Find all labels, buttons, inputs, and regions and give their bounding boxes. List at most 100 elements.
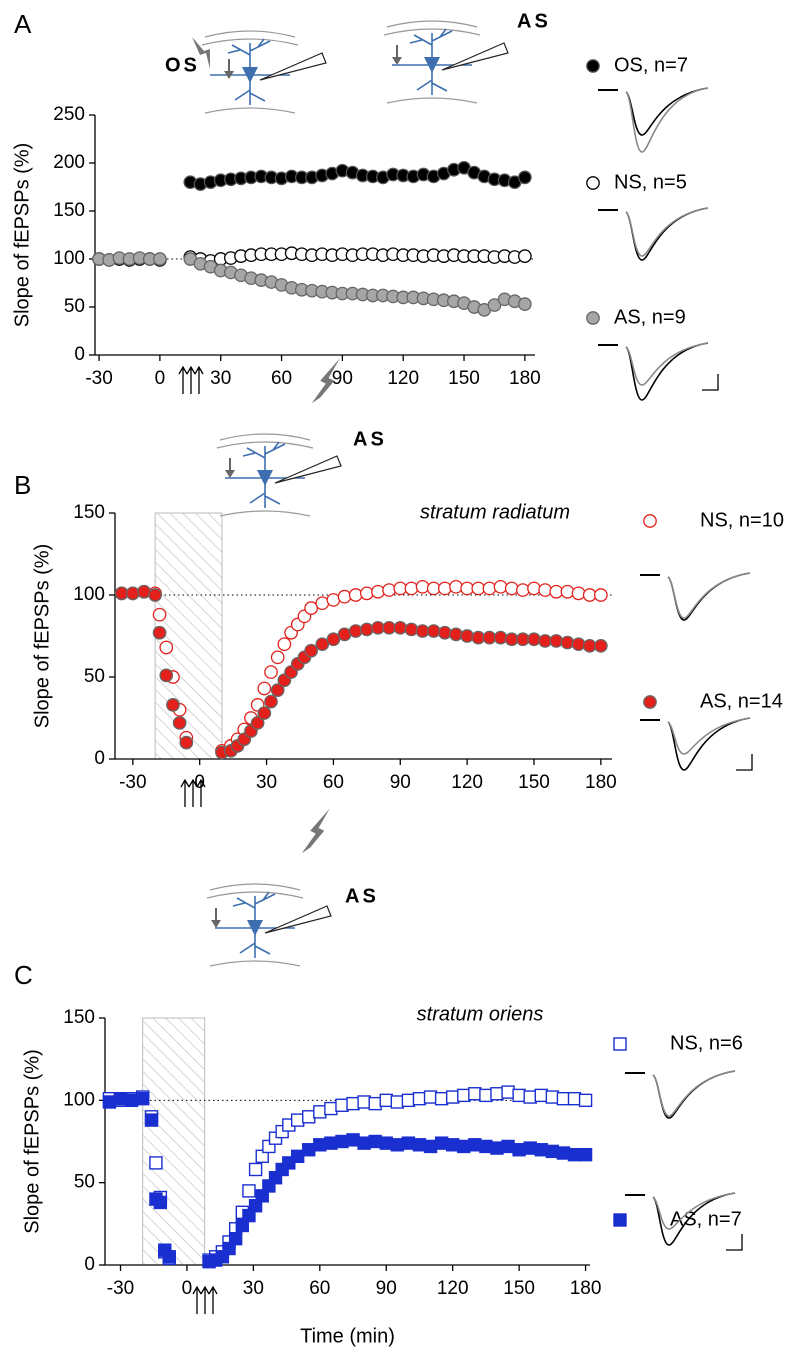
trace-inset (625, 1192, 736, 1246)
data-point (371, 584, 385, 599)
neuron-schematic (383, 20, 509, 104)
legend-label: OS, n=7 (614, 54, 688, 76)
y-tick-label: 0 (84, 1254, 95, 1275)
data-point (277, 637, 292, 652)
trace (625, 87, 709, 136)
legend-label: AS, n=9 (614, 306, 686, 328)
trace-inset (640, 717, 751, 771)
stimulus-arrow (196, 778, 206, 807)
data-point (379, 1136, 393, 1150)
stimulus-arrow (192, 1285, 202, 1314)
data-point (445, 1090, 460, 1104)
data-point (501, 1139, 515, 1154)
x-tick-label: 90 (390, 772, 411, 793)
x-tick-label: 150 (503, 1278, 535, 1299)
data-point (102, 1095, 117, 1109)
data-point (594, 638, 608, 653)
x-axis-label: Time (min) (300, 1325, 395, 1347)
data-point (152, 625, 167, 640)
data-point (468, 1087, 482, 1101)
x-tick-label: 90 (332, 368, 353, 389)
data-point (594, 588, 608, 602)
annotation: stratum radiatum (420, 501, 570, 523)
trace (625, 207, 709, 257)
layer-line (201, 30, 299, 114)
y-tick-label: 50 (84, 666, 105, 687)
stimulus-arrow (194, 365, 204, 394)
x-tick-label: 180 (509, 368, 541, 389)
data-point (348, 624, 363, 638)
data-point (556, 1146, 571, 1160)
y-tick-label: 0 (94, 748, 105, 769)
panel-letter: C (14, 960, 33, 990)
data-point (359, 586, 374, 601)
neuron-schematic (206, 808, 332, 967)
data-point (135, 1091, 150, 1106)
x-tick-label: 150 (518, 772, 550, 793)
data-point (313, 1138, 327, 1152)
data-point (335, 1098, 349, 1112)
data-point (534, 1143, 548, 1157)
legend-marker (586, 59, 600, 73)
x-tick-label: 60 (309, 1278, 330, 1299)
layer-line (216, 433, 314, 517)
electrode (274, 455, 342, 484)
x-tick-label: 30 (210, 368, 231, 389)
x-tick-label: 90 (376, 1278, 397, 1299)
data-point (148, 588, 162, 602)
neuron-schematic (216, 358, 342, 517)
data-point (490, 1087, 504, 1101)
legend-label: AS, n=7 (670, 1208, 742, 1230)
data-point (315, 596, 330, 611)
y-tick-label: 150 (73, 502, 105, 523)
stimulus-arrow (180, 778, 190, 807)
data-point (512, 1088, 526, 1103)
data-point (567, 1147, 582, 1162)
data-point (482, 581, 497, 596)
legend-marker (613, 1037, 627, 1051)
data-point (179, 735, 194, 750)
data-point (264, 665, 278, 679)
arrow (225, 458, 235, 478)
trace (625, 87, 709, 153)
data-point (144, 1113, 159, 1127)
trace-inset (640, 572, 751, 621)
x-tick-label: 150 (448, 368, 480, 389)
data-point (152, 607, 167, 622)
arrow (211, 908, 221, 928)
data-point (401, 1136, 416, 1150)
data-point (434, 1091, 449, 1106)
y-tick-label: 0 (74, 344, 85, 365)
data-point (346, 1096, 360, 1111)
data-point (426, 624, 441, 638)
trace (667, 717, 751, 755)
data-point (504, 581, 519, 596)
y-axis-label: Slope of fEPSPs (%) (31, 544, 53, 729)
data-point (523, 1090, 537, 1104)
trace (625, 342, 709, 401)
data-point (545, 1090, 560, 1104)
data-point (368, 1134, 382, 1149)
data-point (264, 694, 278, 709)
x-tick-label: 120 (451, 772, 483, 793)
data-point (153, 252, 167, 266)
annotation: AS (517, 10, 551, 32)
x-tick-label: 60 (323, 772, 344, 793)
data-point (248, 1162, 263, 1177)
annotation: OS (165, 54, 200, 76)
stimulus-bolt (192, 37, 210, 69)
x-tick-label: -30 (119, 772, 146, 793)
y-tick-label: 150 (63, 1007, 95, 1028)
data-point (412, 1138, 427, 1152)
x-tick-label: 0 (155, 368, 166, 389)
data-point (124, 1093, 139, 1108)
layer-line (206, 883, 304, 967)
data-point (326, 632, 341, 647)
trace (667, 572, 751, 619)
x-tick-label: 0 (182, 1278, 193, 1299)
data-point (434, 1136, 449, 1150)
y-axis-label: Slope of fEPSPs (%) (21, 1049, 43, 1234)
data-point (527, 581, 541, 596)
y-tick-label: 200 (53, 152, 85, 173)
